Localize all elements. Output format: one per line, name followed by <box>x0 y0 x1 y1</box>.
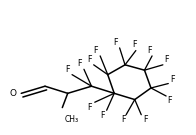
Text: F: F <box>101 111 105 120</box>
Text: F: F <box>65 65 70 74</box>
Text: F: F <box>88 103 92 112</box>
Text: F: F <box>77 59 82 68</box>
Text: F: F <box>147 46 152 55</box>
Text: F: F <box>93 46 98 55</box>
Text: F: F <box>170 75 175 84</box>
Text: F: F <box>164 55 169 64</box>
Text: CH₃: CH₃ <box>64 115 79 124</box>
Text: O: O <box>10 89 16 98</box>
Text: F: F <box>87 55 92 64</box>
Text: F: F <box>168 96 172 105</box>
Text: F: F <box>132 40 137 49</box>
Text: F: F <box>113 38 118 47</box>
Text: F: F <box>121 115 126 124</box>
Text: F: F <box>143 115 147 124</box>
